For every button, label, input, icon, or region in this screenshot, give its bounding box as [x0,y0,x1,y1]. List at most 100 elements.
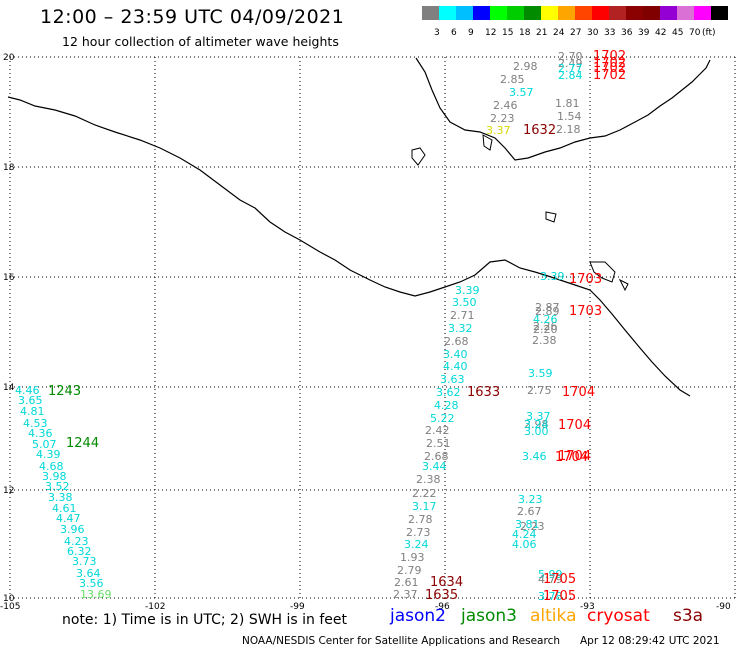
wave-height-value: 2.89 [535,305,560,318]
colorbar-swatch [677,6,694,20]
wave-height-value: 4.23 [64,535,89,548]
wave-height-value: 2.23 [520,520,545,533]
wave-height-value: 2.46 [493,99,518,112]
wave-height-value: 2.98 [524,418,549,431]
wave-height-value: 5.99 [538,568,563,581]
wave-height-value: 3.38 [48,491,73,504]
satellite-legend-jason3: jason3 [461,606,517,626]
pass-time-label: 1702 [593,49,626,64]
latitude-label: 10 [3,594,15,604]
generation-timestamp: Apr 12 08:29:42 UTC 2021 [580,635,720,647]
wave-height-value: 3.23 [518,493,543,506]
colorbar-label: 24 [553,28,565,38]
wave-height-value: 3.64 [76,567,101,580]
colorbar-swatch [711,6,728,20]
colorbar-label: 45 [672,28,684,38]
coastal-islands [411,134,629,292]
wave-height-value: 3.81 [515,518,540,531]
colorbar-label: 15 [502,28,514,38]
wave-height-value: 2.20 [533,323,558,336]
wave-height-value: 2.79 [397,564,422,577]
map-title: 12:00 – 23:59 UTC 04/09/2021 [40,6,345,28]
pass-time-label: 1704 [558,449,591,464]
colorbar-swatch [490,6,507,20]
wave-height-value: 3.52 [45,480,70,493]
wave-height-value: 5.22 [430,412,455,425]
wave-height-value: 4.28 [434,399,459,412]
wave-height-value: 2.84 [558,69,583,82]
wave-height-value: 6.32 [67,545,92,558]
pass-time-label: 1702 [593,68,626,83]
pass-time-label: 1705 [543,589,576,604]
wave-height-value: 3.62 [436,386,461,399]
latitude-label: 20 [3,53,15,63]
colorbar-label: 36 [621,28,633,38]
wave-height-value: 4.40 [443,360,468,373]
units-note: note: 1) Time is in UTC; 2) SWH is in fe… [62,612,348,628]
wave-height-value: 1.93 [400,551,425,564]
wave-height-value: 2.75 [527,384,552,397]
pass-time-label: 1632 [523,123,556,138]
wave-height-value: 2.68 [444,335,469,348]
wave-height-value: 3.39 [455,284,480,297]
colorbar-swatch [456,6,473,20]
wave-height-value: 2.23 [490,112,515,125]
colorbar-swatch [694,6,711,20]
wave-height-value: 3.65 [18,394,43,407]
pass-time-label: 1703 [569,304,602,319]
colorbar-label: 39 [638,28,650,38]
wave-height-value: 2.73 [406,526,431,539]
satellite-legend-jason2: jason2 [390,606,446,626]
wave-height-value: 4.79 [538,573,563,586]
wave-height-value: 3.59 [528,367,553,380]
pass-time-label: 1633 [467,385,500,400]
wave-height-value: 3.78 [538,590,563,603]
latitude-label: 18 [3,163,15,173]
wave-height-labels: 2.982.852.462.233.572.702.491.811.542.18… [15,49,626,604]
coastline [7,96,691,397]
pass-time-label: 1704 [562,385,595,400]
wave-height-value: 1.54 [557,110,582,123]
latitude-label: 16 [3,273,15,283]
colorbar-label: 12 [485,28,497,38]
pass-time-label: 1702 [593,61,626,76]
colorbar-swatch [558,6,575,20]
pass-time-label: 1704 [558,418,591,433]
wave-height-value: 3.57 [509,86,534,99]
colorbar-swatch [643,6,660,20]
pass-time-label: 1634 [430,575,463,590]
wave-height-value: 4.47 [56,512,81,525]
wave-height-value: 4.53 [23,417,48,430]
wave-height-value: 2.70 [558,50,583,63]
wave-height-value: 2.51 [426,437,451,450]
colorbar-label: 3 [434,28,440,38]
colorbar-label: 18 [519,28,531,38]
satellite-legend-cryosat: cryosat [587,606,650,626]
wave-height-value: 3.50 [452,296,477,309]
colorbar-swatch [439,6,456,20]
wave-height-value: 3.96 [60,523,85,536]
wave-height-value: 3.56 [79,577,104,590]
colorbar-label: 70 [689,28,701,38]
latitude-label: 14 [3,383,15,393]
colorbar-label: 6 [451,28,457,38]
colorbar-label: 21 [536,28,548,38]
pass-time-label: 1244 [66,436,99,451]
wave-height-value: 4.26 [533,313,558,326]
longitude-label: -99 [290,602,305,612]
wave-height-value: 13.69 [80,588,112,601]
longitude-label: -90 [716,602,731,612]
satellite-legend-altika: altika [530,606,577,626]
wave-height-value: 2.87 [535,301,560,314]
wave-height-value: 4.81 [20,405,45,418]
colorbar-label: 33 [604,28,616,38]
wave-height-value: 2.38 [416,473,441,486]
wave-height-value: 2.85 [500,73,525,86]
wave-height-value: 5.07 [32,438,57,451]
footer-credit: NOAA/NESDIS Center for Satellite Applica… [242,635,560,647]
colorbar-label: (ft) [702,28,716,38]
colorbar-legend: 3 6 9 12 15 18 21 24 27 30 33 36 39 42 45 70 (ft) [422,6,728,38]
wave-height-value: 2.42 [425,424,450,437]
pass-time-label: 1635 [425,588,458,603]
wave-height-value: 2.22 [412,487,437,500]
